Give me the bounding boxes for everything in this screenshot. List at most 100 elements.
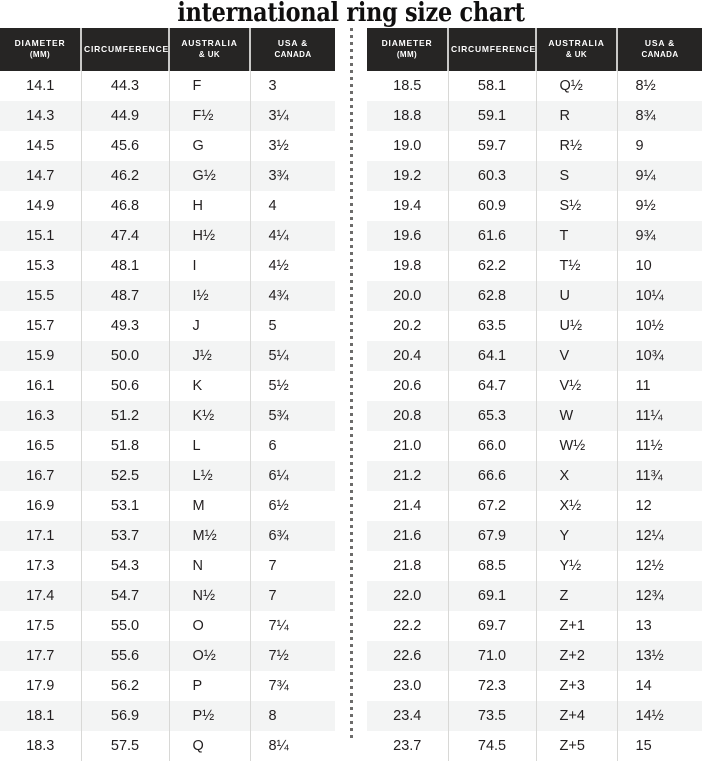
cell-australia-uk: H½ <box>169 221 251 251</box>
right-table-header: DIAMETER (mm) CIRCUMFERENCE AUSTRALIA & … <box>367 28 702 71</box>
cell-usa-canada: 11¼ <box>617 401 702 431</box>
cell-diameter: 17.4 <box>0 581 82 611</box>
left-table-body: 14.1 44.3 F 3 14.3 44.9 F½ 3¼ 14.5 45.6 G 3½ 14.7 46.… <box>0 71 335 761</box>
cell-circumference: 74.5 <box>448 731 537 761</box>
cell-diameter: 18.1 <box>0 701 82 731</box>
column-header-australia-uk: AUSTRALIA & UK <box>536 28 618 71</box>
cell-diameter: 21.2 <box>367 461 449 491</box>
table-row: 20.0 62.8 U 10¼ <box>367 281 702 311</box>
table-row: 16.9 53.1 M 6½ <box>0 491 335 521</box>
cell-circumference: 61.6 <box>448 221 537 251</box>
column-header-canada-label: CANADA <box>641 50 679 59</box>
cell-diameter: 17.5 <box>0 611 82 641</box>
left-table-header: DIAMETER (mm) CIRCUMFERENCE AUSTRALIA & … <box>0 28 335 71</box>
cell-usa-canada: 8¾ <box>617 101 702 131</box>
cell-usa-canada: 7½ <box>250 641 335 671</box>
column-header-diameter-unit: (mm) <box>29 50 51 59</box>
table-row: 19.0 59.7 R½ 9 <box>367 131 702 161</box>
table-row: 15.9 50.0 J½ 5¼ <box>0 341 335 371</box>
cell-usa-canada: 4 <box>250 191 335 221</box>
cell-australia-uk: W½ <box>536 431 618 461</box>
cell-australia-uk: J <box>169 311 251 341</box>
table-row: 23.0 72.3 Z+3 14 <box>367 671 702 701</box>
column-header-usa-canada: USA & CANADA <box>250 28 335 71</box>
cell-diameter: 22.0 <box>367 581 449 611</box>
cell-usa-canada: 7¾ <box>250 671 335 701</box>
cell-circumference: 53.1 <box>81 491 170 521</box>
cell-diameter: 21.6 <box>367 521 449 551</box>
cell-usa-canada: 9¾ <box>617 221 702 251</box>
cell-australia-uk: U <box>536 281 618 311</box>
cell-diameter: 23.4 <box>367 701 449 731</box>
cell-usa-canada: 3¼ <box>250 101 335 131</box>
cell-diameter: 19.4 <box>367 191 449 221</box>
cell-usa-canada: 5½ <box>250 371 335 401</box>
cell-australia-uk: G <box>169 131 251 161</box>
cell-circumference: 51.2 <box>81 401 170 431</box>
cell-australia-uk: O <box>169 611 251 641</box>
cell-australia-uk: F <box>169 71 251 101</box>
cell-circumference: 69.7 <box>448 611 537 641</box>
table-row: 20.2 63.5 U½ 10½ <box>367 311 702 341</box>
column-header-circumference: CIRCUMFERENCE <box>81 28 170 71</box>
column-header-circumference: CIRCUMFERENCE <box>448 28 537 71</box>
cell-circumference: 53.7 <box>81 521 170 551</box>
cell-diameter: 17.1 <box>0 521 82 551</box>
table-row: 20.4 64.1 V 10¾ <box>367 341 702 371</box>
cell-usa-canada: 15 <box>617 731 702 761</box>
cell-diameter: 19.2 <box>367 161 449 191</box>
cell-australia-uk: Q½ <box>536 71 618 101</box>
cell-australia-uk: Y½ <box>536 551 618 581</box>
cell-usa-canada: 9½ <box>617 191 702 221</box>
table-row: 21.8 68.5 Y½ 12½ <box>367 551 702 581</box>
table-row: 17.1 53.7 M½ 6¾ <box>0 521 335 551</box>
cell-australia-uk: Q <box>169 731 251 761</box>
header-row: DIAMETER (mm) CIRCUMFERENCE AUSTRALIA & … <box>367 28 702 71</box>
cell-circumference: 48.7 <box>81 281 170 311</box>
cell-circumference: 59.1 <box>448 101 537 131</box>
cell-circumference: 55.0 <box>81 611 170 641</box>
cell-usa-canada: 8 <box>250 701 335 731</box>
table-divider <box>335 28 367 740</box>
column-header-diameter: DIAMETER (mm) <box>367 28 449 71</box>
cell-australia-uk: Z+4 <box>536 701 618 731</box>
cell-circumference: 57.5 <box>81 731 170 761</box>
cell-australia-uk: O½ <box>169 641 251 671</box>
cell-usa-canada: 6¾ <box>250 521 335 551</box>
column-header-uk-label: & UK <box>198 50 221 59</box>
table-row: 15.3 48.1 I 4½ <box>0 251 335 281</box>
cell-circumference: 68.5 <box>448 551 537 581</box>
table-row: 22.0 69.1 Z 12¾ <box>367 581 702 611</box>
cell-usa-canada: 11½ <box>617 431 702 461</box>
cell-circumference: 52.5 <box>81 461 170 491</box>
cell-usa-canada: 7 <box>250 581 335 611</box>
table-row: 21.2 66.6 X 11¾ <box>367 461 702 491</box>
cell-usa-canada: 4¾ <box>250 281 335 311</box>
cell-circumference: 67.9 <box>448 521 537 551</box>
table-row: 19.8 62.2 T½ 10 <box>367 251 702 281</box>
cell-australia-uk: N½ <box>169 581 251 611</box>
cell-diameter: 16.7 <box>0 461 82 491</box>
cell-circumference: 49.3 <box>81 311 170 341</box>
table-row: 21.6 67.9 Y 12¼ <box>367 521 702 551</box>
cell-australia-uk: Y <box>536 521 618 551</box>
table-row: 14.5 45.6 G 3½ <box>0 131 335 161</box>
cell-usa-canada: 3¾ <box>250 161 335 191</box>
cell-australia-uk: X <box>536 461 618 491</box>
cell-diameter: 20.4 <box>367 341 449 371</box>
column-header-australia-uk: AUSTRALIA & UK <box>169 28 251 71</box>
cell-diameter: 21.4 <box>367 491 449 521</box>
cell-circumference: 45.6 <box>81 131 170 161</box>
cell-australia-uk: V <box>536 341 618 371</box>
cell-australia-uk: Z+3 <box>536 671 618 701</box>
cell-usa-canada: 6¼ <box>250 461 335 491</box>
cell-circumference: 64.7 <box>448 371 537 401</box>
cell-diameter: 16.1 <box>0 371 82 401</box>
table-row: 14.3 44.9 F½ 3¼ <box>0 101 335 131</box>
table-row: 19.2 60.3 S 9¼ <box>367 161 702 191</box>
cell-usa-canada: 7 <box>250 551 335 581</box>
cell-usa-canada: 3 <box>250 71 335 101</box>
cell-usa-canada: 5 <box>250 311 335 341</box>
table-row: 14.9 46.8 H 4 <box>0 191 335 221</box>
